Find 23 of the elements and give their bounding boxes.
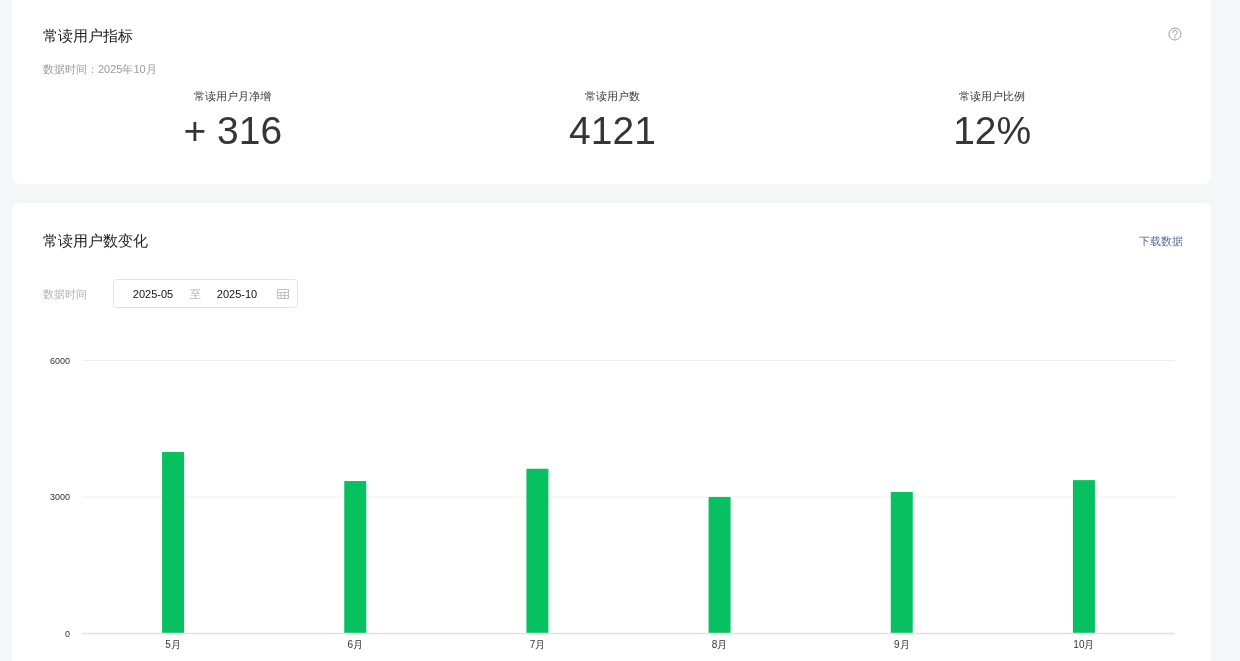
title: 常读用户指标 bbox=[43, 27, 133, 44]
label: 数据时间 bbox=[43, 288, 87, 300]
link: 下载数据 bbox=[1139, 235, 1183, 247]
y-tick-label: 3000 bbox=[49, 492, 70, 502]
date-end: 2025-10 bbox=[216, 288, 258, 300]
kpi-label: 常读用户月净增 bbox=[194, 90, 272, 102]
x-tick-label: 5月 bbox=[165, 639, 181, 650]
kpi-label: 常读用户数 bbox=[585, 90, 640, 102]
title: 常读用户数变化 bbox=[43, 232, 148, 249]
kpi-label: 常读用户比例 bbox=[959, 90, 1026, 102]
kpi-value: 12% bbox=[953, 109, 1032, 152]
date-separator: 至 bbox=[189, 288, 201, 300]
date-start: 2025-05 bbox=[132, 288, 174, 300]
subtitle: 数据时间：2025年10月 bbox=[43, 63, 157, 75]
kpi-value: + 316 bbox=[183, 109, 283, 152]
x-tick-label: 6月 bbox=[347, 639, 364, 650]
y-tick-label: 6000 bbox=[49, 355, 70, 366]
x-tick-label: 8月 bbox=[711, 639, 728, 650]
kpi-value: 4121 bbox=[569, 109, 656, 152]
y-tick-label: 0 bbox=[65, 628, 70, 639]
x-tick-label: 7月 bbox=[529, 639, 546, 650]
x-tick-label: 10月 bbox=[1073, 639, 1095, 650]
x-tick-label: 9月 bbox=[893, 639, 910, 650]
